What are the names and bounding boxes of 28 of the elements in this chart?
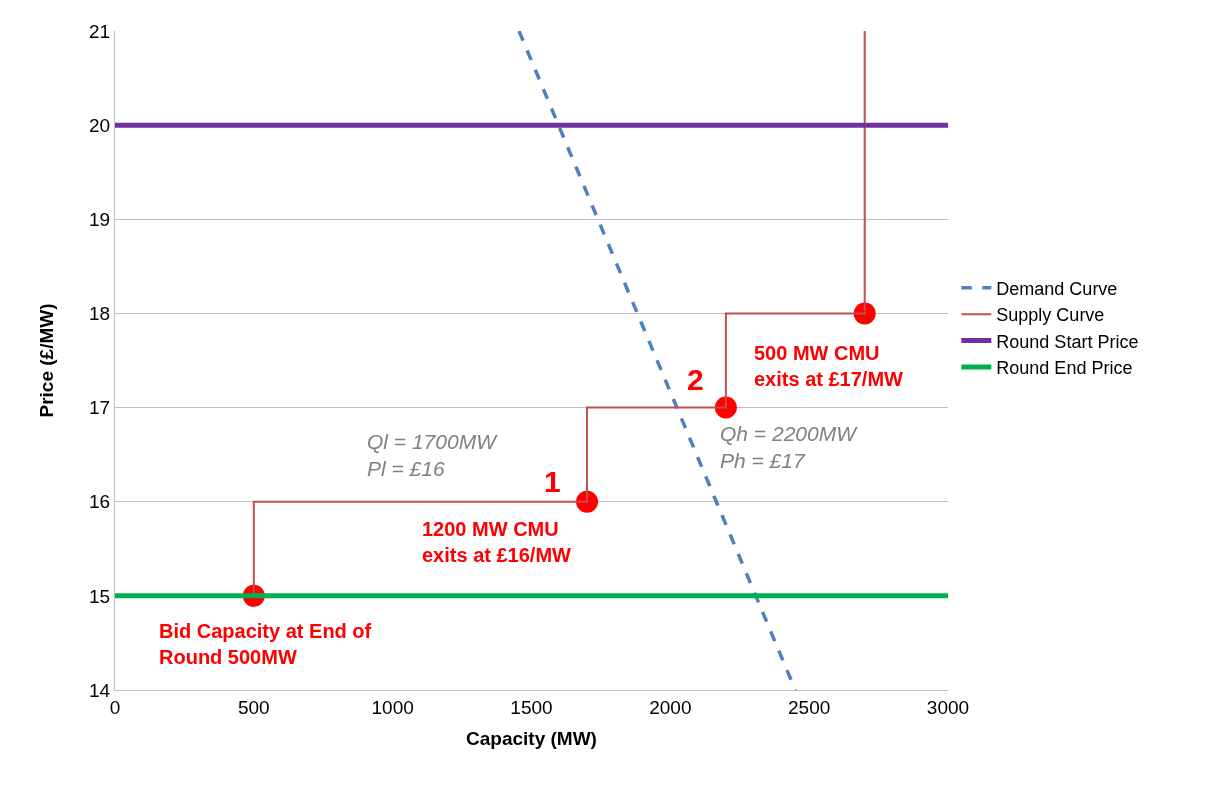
x-axis-title: Capacity (MW) (466, 727, 597, 749)
annotation: 2 (687, 363, 704, 396)
x-tick-label: 3000 (926, 696, 970, 718)
annotation: Ql = 1700MW Pl = £16 (367, 430, 499, 481)
y-tick-label: 18 (89, 303, 111, 325)
x-tick-label: 0 (109, 696, 121, 718)
legend-label: Round Start Price (996, 331, 1139, 352)
x-tick-label: 2500 (788, 696, 831, 718)
legend-label: Round End Price (996, 357, 1133, 378)
y-tick-label: 16 (89, 491, 111, 513)
legend-label: Supply Curve (996, 305, 1105, 326)
legend-label: Demand Curve (996, 278, 1118, 299)
x-tick-label: 2000 (649, 696, 692, 718)
annotation: 1 (544, 465, 561, 498)
annotation: 500 MW CMU exits at £17/MW (754, 342, 904, 390)
x-tick-label: 1000 (371, 696, 414, 718)
annotation: Bid Capacity at End of Round 500MW (159, 620, 372, 668)
annotation: 1200 MW CMU exits at £16/MW (422, 518, 572, 566)
x-tick-label: 1500 (510, 696, 553, 718)
y-tick-label: 19 (89, 208, 111, 230)
annotation: Qh = 2200MW Ph = £17 (720, 422, 859, 473)
y-tick-label: 14 (89, 679, 111, 701)
y-tick-label: 17 (89, 397, 111, 419)
y-tick-label: 15 (89, 585, 111, 607)
y-tick-label: 21 (89, 20, 111, 42)
x-tick-label: 500 (237, 696, 270, 718)
y-axis-title: Price (£/MW) (35, 303, 57, 418)
y-tick-label: 20 (89, 114, 111, 136)
